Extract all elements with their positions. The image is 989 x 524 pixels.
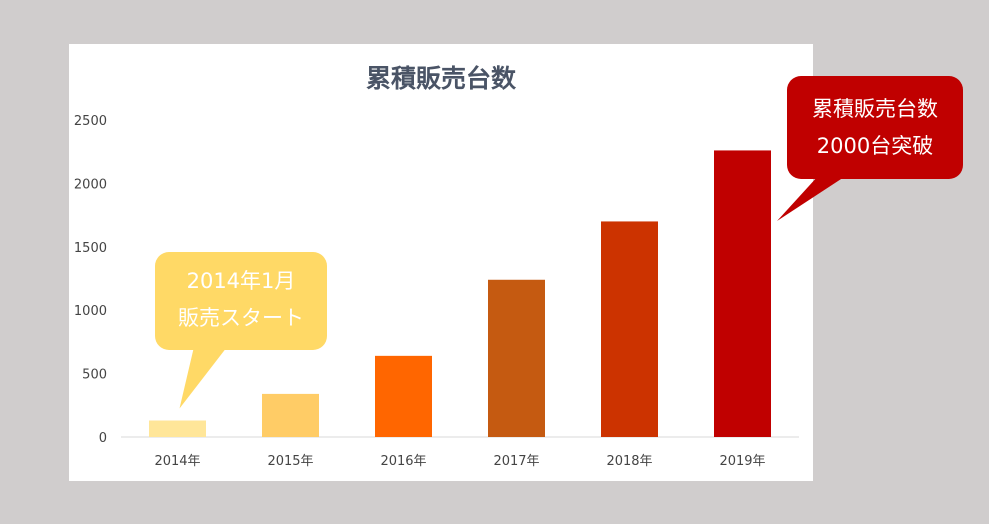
- callout-milestone-bubble: [787, 76, 963, 179]
- y-tick-label: 500: [82, 368, 107, 383]
- bar-2016年: [375, 355, 432, 437]
- axis-layer: 0 500 1000 1500 2000 2500 2014年 2015年 2016年 2017年…: [74, 114, 799, 469]
- callout-start-bubble: [155, 252, 327, 350]
- bar-2018年: [601, 221, 658, 437]
- bar-2014年: [149, 420, 206, 437]
- x-tick-label: 2014年: [154, 454, 200, 469]
- bar-chart: 累積販売台数 0 500 1000 1500 2000 2500 2014年 2015年 201…: [74, 64, 963, 469]
- bar-2015年: [262, 393, 319, 437]
- bar-2017年: [488, 279, 545, 437]
- callout-milestone-text: 2000台突破: [817, 134, 933, 158]
- y-tick-label: 1000: [74, 304, 107, 319]
- y-tick-label: 2000: [74, 177, 107, 192]
- x-tick-label: 2018年: [606, 454, 652, 469]
- y-tick-label: 1500: [74, 241, 107, 256]
- x-tick-label: 2017年: [493, 454, 539, 469]
- y-tick-label: 2500: [74, 114, 107, 129]
- callout-start-text: 2014年1月: [187, 269, 296, 293]
- chart-panel: 累積販売台数 0 500 1000 1500 2000 2500 2014年 2015年 201…: [69, 44, 963, 481]
- bar-2019年: [714, 150, 771, 437]
- y-tick-label: 0: [99, 431, 107, 446]
- x-tick-label: 2016年: [380, 454, 426, 469]
- callout-start-text: 販売スタート: [178, 306, 304, 330]
- chart-title: 累積販売台数: [366, 64, 517, 93]
- x-tick-label: 2019年: [719, 454, 765, 469]
- bars-layer: [149, 150, 771, 437]
- callout-tail: [179, 334, 237, 409]
- x-tick-label: 2015年: [267, 454, 313, 469]
- callout-milestone-text: 累積販売台数: [812, 97, 938, 121]
